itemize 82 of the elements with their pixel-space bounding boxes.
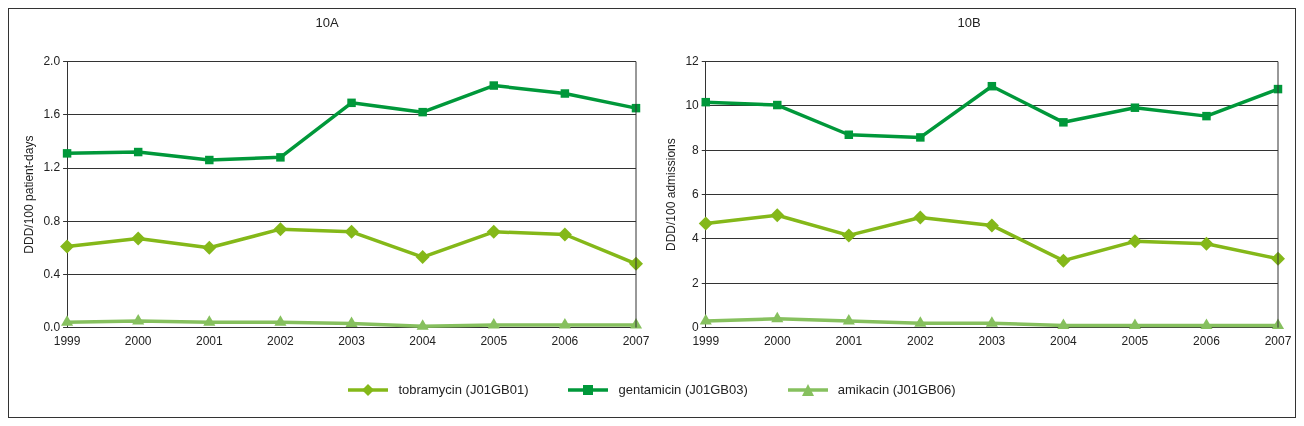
point — [770, 208, 785, 223]
point — [487, 317, 500, 329]
point — [1128, 318, 1141, 329]
legend-label: tobramycin (J01GB01) — [398, 382, 529, 397]
x-tick-label: 2000 — [763, 334, 791, 349]
x-tick-label: 2005 — [480, 334, 508, 349]
point — [1127, 234, 1142, 249]
y-tick-label: 10 — [685, 98, 700, 113]
x-tick-label: 2003 — [978, 334, 1006, 349]
chart-title: 10B — [957, 15, 981, 31]
point — [557, 227, 572, 242]
point — [841, 228, 856, 243]
x-tick-label: 1999 — [53, 334, 81, 349]
point — [1200, 318, 1213, 329]
x-tick-label: 2006 — [1193, 334, 1221, 349]
point — [913, 210, 928, 225]
point — [486, 224, 501, 239]
x-tick-label: 2004 — [1050, 334, 1078, 349]
legend-label: amikacin (J01GB06) — [837, 382, 956, 397]
point — [699, 313, 712, 325]
point — [1130, 103, 1140, 112]
y-tick-label: 0 — [692, 319, 700, 334]
point — [132, 313, 145, 325]
point — [274, 315, 287, 326]
y-tick-label: 1.2 — [43, 160, 61, 175]
point — [416, 319, 429, 330]
point — [1057, 318, 1070, 329]
y-tick-label: 0.4 — [43, 266, 61, 281]
point — [205, 155, 214, 165]
point — [560, 89, 570, 98]
point — [60, 239, 75, 254]
point — [985, 316, 998, 327]
point — [203, 315, 216, 326]
y-tick-label: 2.0 — [43, 53, 61, 68]
y-axis-title: DDD/100 admissions — [663, 138, 678, 251]
chart-title: 10A — [315, 15, 339, 31]
point — [1059, 118, 1068, 127]
point — [1199, 236, 1214, 251]
y-tick-label: 1.6 — [43, 107, 61, 122]
x-tick-label: 2002 — [267, 334, 295, 349]
point — [489, 81, 499, 90]
point — [701, 97, 710, 107]
x-tick-label: 2007 — [622, 334, 650, 349]
x-tick-label: 2004 — [409, 334, 437, 349]
point — [276, 153, 285, 162]
point — [131, 231, 146, 246]
point — [916, 133, 925, 142]
y-tick-label: 8 — [692, 142, 700, 157]
point — [773, 100, 782, 110]
y-tick-label: 0.8 — [43, 213, 61, 228]
y-tick-label: 6 — [692, 186, 700, 201]
point — [842, 313, 855, 325]
point — [415, 250, 430, 265]
point — [914, 316, 927, 327]
x-tick-label: 2001 — [195, 334, 223, 349]
x-tick-label: 2001 — [835, 334, 863, 349]
point — [344, 224, 359, 239]
point — [984, 218, 999, 233]
y-tick-label: 12 — [685, 53, 700, 68]
point — [418, 107, 427, 117]
x-tick-label: 2005 — [1121, 334, 1149, 349]
point — [345, 316, 358, 328]
point — [347, 98, 356, 108]
point — [62, 149, 72, 158]
point — [771, 311, 784, 323]
y-tick-label: 0.0 — [43, 319, 61, 334]
x-tick-label: 2002 — [906, 334, 935, 349]
x-tick-label: 2006 — [551, 334, 579, 349]
point — [1202, 111, 1211, 121]
legend-label: gentamicin (J01GB03) — [618, 382, 748, 397]
x-tick-label: 2000 — [124, 334, 152, 349]
x-tick-label: 2003 — [338, 334, 366, 349]
y-axis-title: DDD/100 patient-days — [21, 135, 36, 254]
x-tick-label: 2007 — [1264, 334, 1292, 349]
y-tick-label: 2 — [692, 275, 700, 290]
x-tick-label: 1999 — [692, 334, 720, 349]
point — [202, 240, 217, 255]
point — [273, 222, 288, 237]
point — [1056, 253, 1071, 268]
point — [698, 216, 713, 231]
point — [61, 315, 74, 326]
y-tick-label: 4 — [692, 231, 700, 246]
